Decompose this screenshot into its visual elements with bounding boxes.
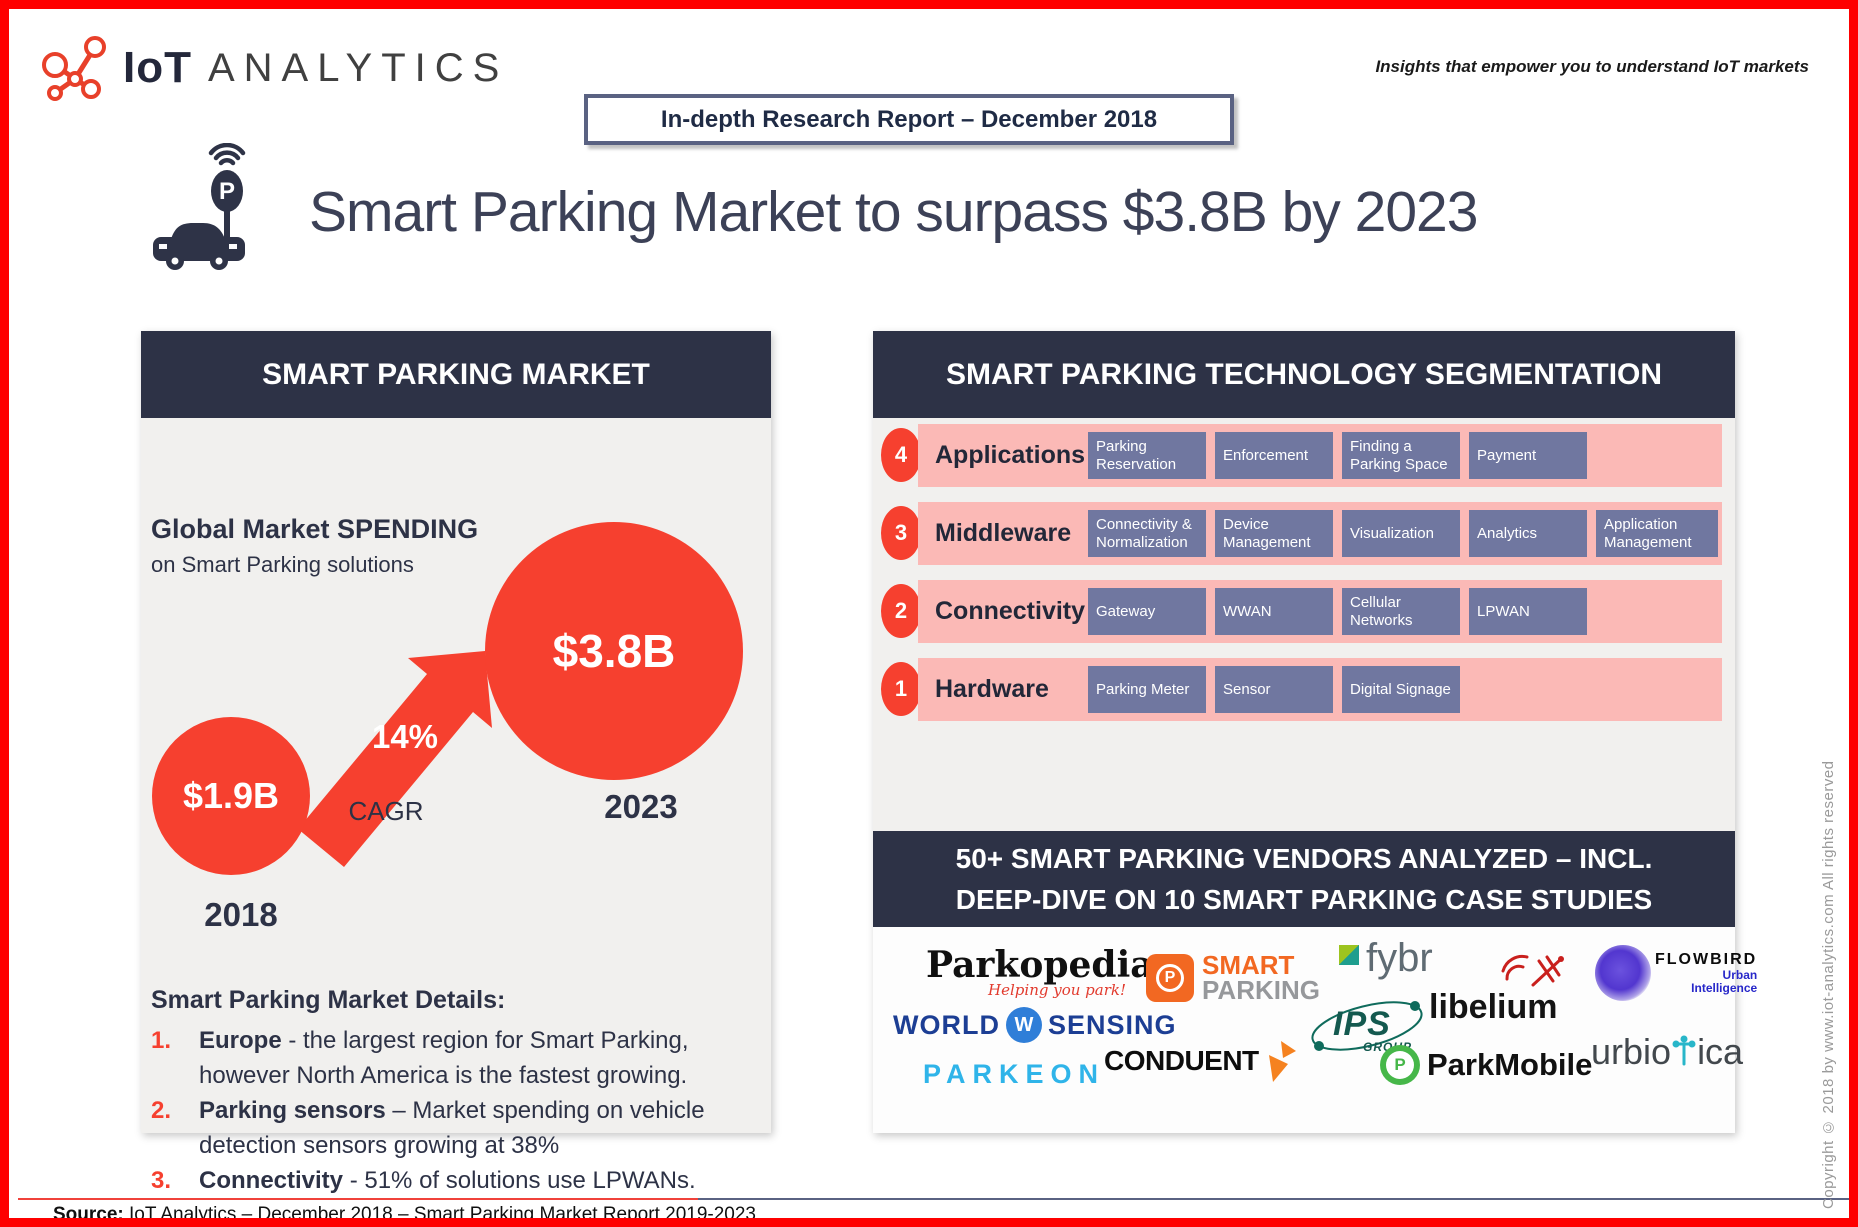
layer-connectivity: Connectivity Gateway WWAN Cellular Netwo… [918, 580, 1722, 643]
list-item-number: 3. [151, 1167, 172, 1194]
copyright-text: Copyright © 2018 by www.iot-analytics.co… [1820, 760, 1837, 1209]
layer-number-1: 1 [881, 662, 921, 716]
vendor-smart-parking: P SMART PARKING [1146, 952, 1320, 1003]
chip: Digital Signage [1342, 666, 1460, 713]
market-details: Smart Parking Market Details: 1. Europe … [151, 986, 759, 1198]
layer-number-2: 2 [881, 584, 921, 638]
vendor-logos: Parkopedia Helping you park! WORLD W SEN… [873, 927, 1757, 1133]
layer-middleware: Middleware Connectivity & Normalization … [918, 502, 1722, 565]
worldsensing-w-icon: W [1005, 1007, 1042, 1043]
chip-row: Connectivity & Normalization Device Mana… [1088, 510, 1718, 557]
chip: Parking Meter [1088, 666, 1206, 713]
chip: Connectivity & Normalization [1088, 510, 1206, 557]
chart-heading: Global Market SPENDING [151, 514, 479, 544]
list-item: 3. Connectivity - 51% of solutions use L… [151, 1163, 759, 1198]
chip: LPWAN [1469, 588, 1587, 635]
bubble-2018-value: $1.9B [182, 775, 280, 816]
vendor-libelium: libelium [1429, 953, 1589, 1024]
chip: Gateway [1088, 588, 1206, 635]
vendor-worldsensing: WORLD W SENSING [893, 1007, 1177, 1043]
chip: Payment [1469, 432, 1587, 479]
list-item-text: Connectivity - 51% of solutions use LPWA… [199, 1167, 696, 1194]
layer-number-3: 3 [881, 506, 921, 560]
fybr-square-icon [1339, 945, 1359, 965]
report-badge: In-depth Research Report – December 2018 [584, 94, 1234, 145]
chip: Cellular Networks [1342, 588, 1460, 635]
market-panel-body: Global Market SPENDING on Smart Parking … [141, 418, 771, 1194]
list-item-text: Europe - the largest region for Smart Pa… [199, 1027, 689, 1089]
footer-rule-slate [698, 1198, 1849, 1200]
list-item-text: Parking sensors – Market spending on veh… [199, 1097, 705, 1159]
vendors-banner-line1: 50+ SMART PARKING VENDORS ANALYZED – INC… [955, 843, 1653, 874]
list-item-number: 2. [151, 1097, 172, 1124]
flowbird-sphere-icon [1595, 945, 1651, 1001]
list-item-number: 1. [151, 1027, 172, 1054]
layer-applications: Applications Parking Reservation Enforce… [918, 424, 1722, 487]
chip: Enforcement [1215, 432, 1333, 479]
year-2018-label: 2018 [204, 896, 278, 933]
vendors-banner-line2: DEEP-DIVE ON 10 SMART PARKING CASE STUDI… [955, 884, 1653, 915]
chip-row: Parking Reservation Enforcement Finding … [1088, 432, 1587, 479]
svg-text:P: P [219, 178, 235, 205]
smart-parking-icon: P [153, 143, 246, 270]
chip-row: Gateway WWAN Cellular Networks LPWAN [1088, 588, 1587, 635]
source-label: Source: [53, 1204, 124, 1225]
vendor-fybr: fybr [1339, 938, 1433, 978]
footer-rule-red [18, 1198, 698, 1200]
molecule-icon [42, 36, 106, 101]
tagline: Insights that empower you to understand … [1375, 57, 1809, 76]
ips-orbit-icon [1311, 1001, 1423, 1051]
chart-subheading: on Smart Parking solutions [151, 552, 414, 577]
chip: Sensor [1215, 666, 1333, 713]
market-details-heading: Smart Parking Market Details: [151, 986, 506, 1014]
market-panel: SMART PARKING MARKET Global Market SPEND… [141, 331, 771, 1194]
chip: Analytics [1469, 510, 1587, 557]
page-title: Smart Parking Market to surpass $3.8B by… [309, 180, 1478, 244]
cagr-value: 14% [371, 718, 439, 755]
chip: Finding a Parking Space [1342, 432, 1460, 479]
iot-analytics-logo: IoT ANALYTICS [39, 35, 508, 101]
urbiotica-node-icon [1672, 1035, 1696, 1066]
chip: Device Management [1215, 510, 1333, 557]
vendors-banner: 50+ SMART PARKING VENDORS ANALYZED – INC… [873, 831, 1735, 927]
market-panel-header: SMART PARKING MARKET [141, 331, 771, 418]
segmentation-panel-header: SMART PARKING TECHNOLOGY SEGMENTATION [873, 331, 1735, 418]
layer-label: Middleware [935, 519, 1072, 547]
cagr-label: CAGR [348, 796, 424, 826]
vendor-parkeon: PARKEON [923, 1059, 1106, 1089]
layer-hardware: Hardware Parking Meter Sensor Digital Si… [918, 658, 1722, 721]
bubble-2023: $3.8B [485, 522, 743, 780]
growth-arrow-icon [298, 651, 492, 867]
smart-parking-p-icon: P [1146, 954, 1194, 1002]
bubble-2023-value: $3.8B [552, 625, 676, 677]
list-item: 2. Parking sensors – Market spending on … [151, 1093, 759, 1163]
conduent-mark-icon [1268, 1041, 1296, 1082]
vendor-urbiotica: urbio ica [1591, 1031, 1744, 1072]
segmentation-panel: SMART PARKING TECHNOLOGY SEGMENTATION 4 … [873, 331, 1757, 1133]
parkmobile-p-icon: P [1380, 1045, 1420, 1085]
logo-text-iot: IoT [123, 43, 192, 92]
source-text: IoT Analytics – December 2018 – Smart Pa… [123, 1204, 757, 1225]
vendor-conduent: CONDUENT [1104, 1039, 1297, 1083]
layer-label: Applications [935, 441, 1086, 469]
source-line: Source: IoT Analytics – December 2018 – … [53, 1204, 757, 1225]
year-2023-label: 2023 [604, 788, 678, 825]
vendor-parkopedia: Parkopedia Helping you park! [926, 944, 1154, 999]
dragonfly-icon [1501, 954, 1564, 987]
chip: Application Management [1596, 510, 1718, 557]
vendor-parkmobile: P ParkMobile [1380, 1045, 1592, 1085]
bubble-2018: $1.9B [152, 717, 310, 875]
layer-number-4: 4 [881, 428, 921, 482]
logo-text-analytics: ANALYTICS [207, 45, 509, 90]
vendor-flowbird: FLOWBIRD Urban Intelligence [1595, 945, 1757, 1001]
chip: WWAN [1215, 588, 1333, 635]
layer-label: Hardware [935, 675, 1049, 703]
list-item: 1. Europe - the largest region for Smart… [151, 1023, 759, 1093]
chip: Visualization [1342, 510, 1460, 557]
chip-row: Parking Meter Sensor Digital Signage [1088, 666, 1460, 713]
chip: Parking Reservation [1088, 432, 1206, 479]
layer-label: Connectivity [935, 597, 1086, 625]
